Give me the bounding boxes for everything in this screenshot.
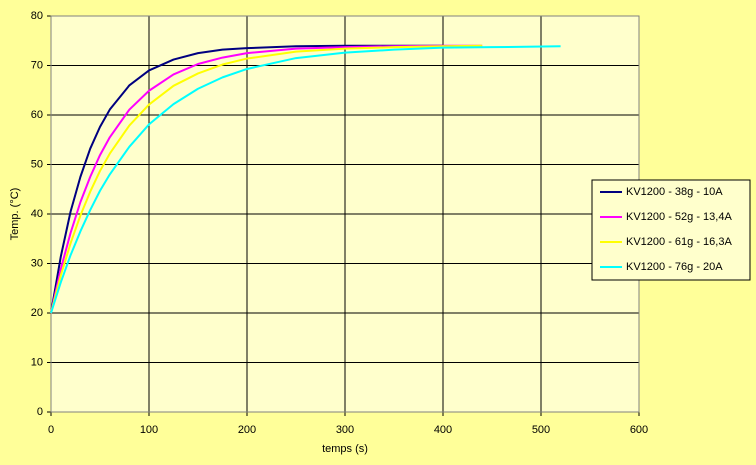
x-axis-label: temps (s) [322, 443, 368, 455]
x-tick-label: 100 [140, 424, 158, 436]
y-tick-label: 70 [31, 59, 43, 71]
x-tick-label: 0 [48, 424, 54, 436]
y-tick-label: 0 [37, 406, 43, 418]
y-tick-label: 60 [31, 109, 43, 121]
legend-label: KV1200 - 38g - 10A [626, 186, 723, 198]
y-tick-label: 40 [31, 208, 43, 220]
legend-box [591, 179, 751, 281]
legend-label: KV1200 - 76g - 20A [626, 261, 723, 273]
series-line [50, 44, 483, 314]
y-tick-label: 10 [31, 356, 43, 368]
y-tick-label: 80 [31, 10, 43, 22]
series-line [50, 45, 561, 314]
x-tick-label: 300 [336, 424, 354, 436]
legend-label: KV1200 - 52g - 13,4A [626, 211, 732, 223]
x-tick-label: 400 [434, 424, 452, 436]
x-tick-label: 500 [532, 424, 550, 436]
series-line [50, 44, 483, 314]
x-tick-label: 600 [630, 424, 648, 436]
y-tick-label: 20 [31, 307, 43, 319]
y-axis-label: Temp. (°C) [9, 188, 21, 241]
series-line [50, 44, 443, 314]
y-tick-label: 30 [31, 257, 43, 269]
legend-label: KV1200 - 61g - 16,3A [626, 236, 732, 248]
y-tick-label: 50 [31, 158, 43, 170]
x-tick-label: 200 [238, 424, 256, 436]
